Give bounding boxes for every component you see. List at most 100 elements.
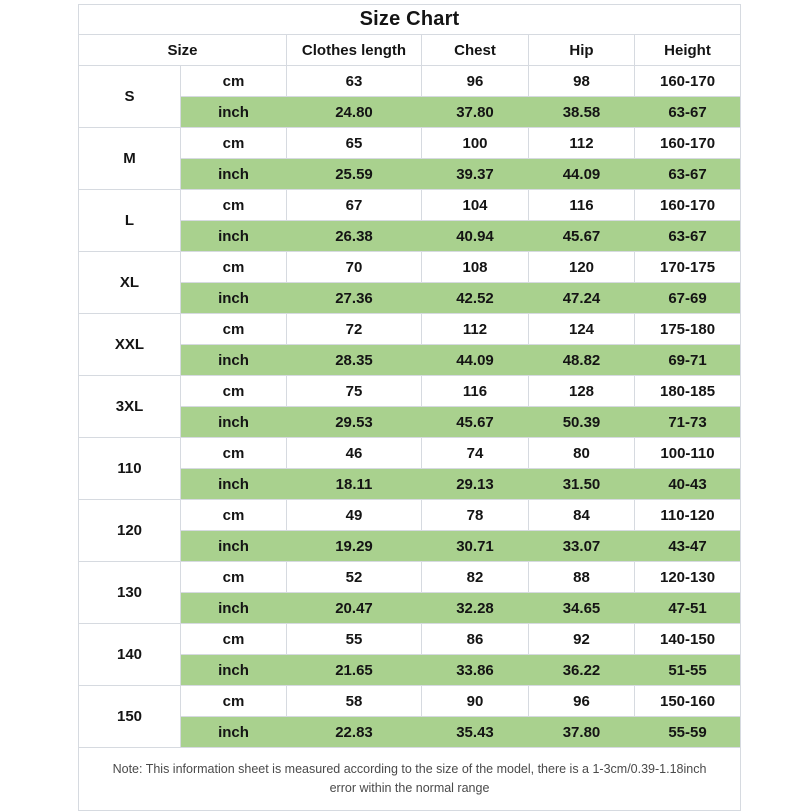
value-cell: 65 bbox=[286, 127, 422, 159]
value-cell: 86 bbox=[421, 623, 529, 655]
value-cell: 40.94 bbox=[421, 220, 529, 252]
unit-cm-cell: cm bbox=[180, 375, 287, 407]
value-cell: 96 bbox=[528, 685, 635, 717]
size-row-cm: 110 cm 46 74 80 100-110 bbox=[78, 437, 742, 500]
value-cell: 55 bbox=[286, 623, 422, 655]
header-hip: Hip bbox=[528, 34, 635, 66]
unit-cm-cell: cm bbox=[180, 127, 287, 159]
value-cell: 92 bbox=[528, 623, 635, 655]
size-row-inch: inch 21.65 33.86 36.22 51-55 bbox=[79, 654, 742, 686]
value-cell: 116 bbox=[528, 189, 635, 221]
value-cell: 150-160 bbox=[633, 685, 742, 717]
value-cell: 98 bbox=[528, 65, 635, 97]
unit-inch-cell: inch bbox=[180, 530, 287, 562]
value-cell: 43-47 bbox=[633, 530, 742, 562]
size-label-cell: M bbox=[78, 127, 181, 190]
value-cell: 112 bbox=[528, 127, 635, 159]
value-cell: 39.37 bbox=[421, 158, 529, 190]
unit-cm-cell: cm bbox=[180, 499, 287, 531]
value-cell: 44.09 bbox=[421, 344, 529, 376]
value-cell: 44.09 bbox=[528, 158, 635, 190]
value-cell: 45.67 bbox=[421, 406, 529, 438]
value-cell: 72 bbox=[286, 313, 422, 345]
size-label-cell: L bbox=[78, 189, 181, 252]
value-cell: 49 bbox=[286, 499, 422, 531]
value-cell: 78 bbox=[421, 499, 529, 531]
value-cell: 80 bbox=[528, 437, 635, 469]
value-cell: 67 bbox=[286, 189, 422, 221]
value-cell: 69-71 bbox=[633, 344, 742, 376]
size-row-inch: inch 28.35 44.09 48.82 69-71 bbox=[79, 344, 742, 376]
size-chart: Size Chart Size Clothes length Chest Hip… bbox=[77, 4, 742, 811]
value-cell: 27.36 bbox=[286, 282, 422, 314]
value-cell: 63-67 bbox=[633, 158, 742, 190]
value-cell: 20.47 bbox=[286, 592, 422, 624]
size-label-cell: 140 bbox=[78, 623, 181, 686]
size-label-cell: 120 bbox=[78, 499, 181, 562]
unit-inch-cell: inch bbox=[180, 406, 287, 438]
size-row-cm: 150 cm 58 90 96 150-160 bbox=[78, 685, 742, 748]
unit-inch-cell: inch bbox=[180, 220, 287, 252]
size-chart-table: Size Chart Size Clothes length Chest Hip… bbox=[77, 4, 742, 811]
value-cell: 37.80 bbox=[421, 96, 529, 128]
value-cell: 88 bbox=[528, 561, 635, 593]
value-cell: 45.67 bbox=[528, 220, 635, 252]
value-cell: 18.11 bbox=[286, 468, 422, 500]
value-cell: 104 bbox=[421, 189, 529, 221]
unit-cm-cell: cm bbox=[180, 189, 287, 221]
value-cell: 31.50 bbox=[528, 468, 635, 500]
value-cell: 35.43 bbox=[421, 716, 529, 748]
unit-cm-cell: cm bbox=[180, 437, 287, 469]
value-cell: 175-180 bbox=[633, 313, 742, 345]
value-cell: 160-170 bbox=[633, 65, 742, 97]
size-row-inch: inch 25.59 39.37 44.09 63-67 bbox=[79, 158, 742, 190]
value-cell: 90 bbox=[421, 685, 529, 717]
size-label-cell: 110 bbox=[78, 437, 181, 500]
unit-inch-cell: inch bbox=[180, 158, 287, 190]
value-cell: 29.53 bbox=[286, 406, 422, 438]
unit-cm-cell: cm bbox=[180, 561, 287, 593]
value-cell: 100 bbox=[421, 127, 529, 159]
value-cell: 25.59 bbox=[286, 158, 422, 190]
value-cell: 21.65 bbox=[286, 654, 422, 686]
value-cell: 120 bbox=[528, 251, 635, 283]
value-cell: 96 bbox=[421, 65, 529, 97]
value-cell: 100-110 bbox=[633, 437, 742, 469]
unit-cm-cell: cm bbox=[180, 623, 287, 655]
value-cell: 160-170 bbox=[633, 189, 742, 221]
size-label-cell: 130 bbox=[78, 561, 181, 624]
size-row-inch: inch 27.36 42.52 47.24 67-69 bbox=[79, 282, 742, 314]
value-cell: 22.83 bbox=[286, 716, 422, 748]
unit-cm-cell: cm bbox=[180, 65, 287, 97]
value-cell: 40-43 bbox=[633, 468, 742, 500]
header-height: Height bbox=[633, 34, 742, 66]
value-cell: 33.86 bbox=[421, 654, 529, 686]
size-row-inch: inch 19.29 30.71 33.07 43-47 bbox=[79, 530, 742, 562]
header-size: Size bbox=[78, 34, 287, 66]
value-cell: 74 bbox=[421, 437, 529, 469]
value-cell: 48.82 bbox=[528, 344, 635, 376]
value-cell: 38.58 bbox=[528, 96, 635, 128]
note-row: Note: This information sheet is measured… bbox=[77, 747, 742, 811]
value-cell: 75 bbox=[286, 375, 422, 407]
value-cell: 160-170 bbox=[633, 127, 742, 159]
value-cell: 33.07 bbox=[528, 530, 635, 562]
unit-cm-cell: cm bbox=[180, 313, 287, 345]
value-cell: 108 bbox=[421, 251, 529, 283]
unit-inch-cell: inch bbox=[180, 654, 287, 686]
unit-cm-cell: cm bbox=[180, 685, 287, 717]
size-label-cell: XL bbox=[78, 251, 181, 314]
size-row-inch: inch 18.11 29.13 31.50 40-43 bbox=[79, 468, 742, 500]
value-cell: 84 bbox=[528, 499, 635, 531]
unit-inch-cell: inch bbox=[180, 592, 287, 624]
size-row-cm: 130 cm 52 82 88 120-130 bbox=[78, 561, 742, 624]
size-row-inch: inch 26.38 40.94 45.67 63-67 bbox=[79, 220, 742, 252]
value-cell: 63-67 bbox=[633, 96, 742, 128]
value-cell: 67-69 bbox=[633, 282, 742, 314]
unit-inch-cell: inch bbox=[180, 96, 287, 128]
size-label-cell: XXL bbox=[78, 313, 181, 376]
